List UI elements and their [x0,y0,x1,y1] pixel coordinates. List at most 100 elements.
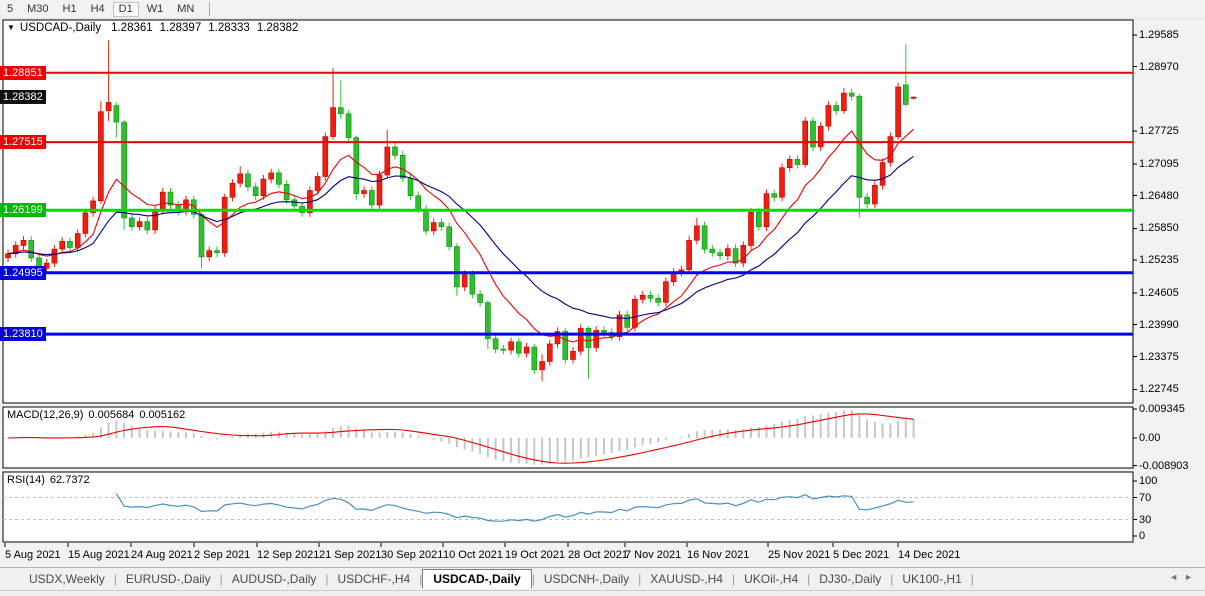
candle-body [825,105,832,127]
candle-body [113,105,120,123]
timeframe-button-m30[interactable]: M30 [27,2,49,15]
tab-usdchf-h4[interactable]: USDCHF-,H4 [337,572,411,586]
candle-body [353,137,360,194]
tab-scroll-right-icon[interactable]: ► [1184,572,1199,582]
rsi-indicator-label: RSI(14) 62.7372 [7,474,95,486]
tab-separator: | [419,572,423,586]
candle-body [198,214,205,258]
chart-collapse-icon[interactable]: ▼ [7,23,15,32]
candle-body [191,199,197,215]
candle-body [74,233,81,248]
tab-usdcad-daily[interactable]: USDCAD-,Daily [422,569,532,589]
tab-ukoil-h4[interactable]: UKOil-,H4 [744,572,799,586]
tab-eurusd-daily[interactable]: EURUSD-,Daily [125,572,211,586]
candle-body [902,84,909,105]
timeframe-button-w1[interactable]: W1 [146,2,164,15]
candle-body [260,178,267,197]
tab-separator: | [970,572,974,586]
line-drag-handle[interactable] [4,330,12,338]
candle-body [291,199,298,207]
candle-body [817,125,824,148]
tab-separator: | [890,572,894,586]
moving-average-10 [7,128,914,343]
candle-body [337,107,344,115]
candle-body [709,248,716,254]
candle-body [36,257,42,269]
tab-audusd-daily[interactable]: AUDUSD-,Daily [231,572,317,586]
candle-body [454,246,460,288]
chart-title: ▼ USDCAD-,Daily 1.28361 1.28397 1.28333 1.283… [7,22,305,34]
ohlc-high: 1.28397 [159,22,202,34]
candle-body [748,212,754,246]
candle-body [771,193,778,198]
candle-body [686,240,692,271]
timeframe-button-h4[interactable]: H4 [90,2,105,15]
candle-body [639,294,646,300]
line-drag-handle[interactable] [4,69,12,77]
tab-separator: | [731,572,736,586]
candle-body [461,274,468,288]
candle-body [531,346,538,371]
timeframe-button-mn[interactable]: MN [177,2,195,15]
tab-xauusd-h4[interactable]: XAUUSD-,H4 [650,572,723,586]
candle-body [601,330,607,333]
candle-body [779,167,785,198]
macd-main-value: 0.005684 [88,409,135,421]
candle-body [245,173,251,188]
candle-body [585,328,592,348]
candle-body [663,281,669,303]
line-drag-handle[interactable] [4,138,12,146]
candle-body [624,314,631,328]
tab-scroll-arrows: ◄► [1169,572,1199,582]
candle-body [28,240,35,259]
candle-body [732,248,739,264]
status-strip [0,590,1205,596]
candle-body [616,314,623,337]
candle-body [694,225,700,241]
tab-dj30-daily[interactable]: DJ30-,Daily [819,572,882,586]
candle-body [856,95,863,198]
timeframe-button-d1[interactable]: D1 [112,1,139,17]
candle-body [415,195,422,210]
candle-body [399,155,406,179]
candle-body [268,172,275,180]
candle-body [252,186,259,196]
line-drag-handle[interactable] [4,206,12,214]
tab-usdx-weekly[interactable]: USDX,Weekly [29,572,105,586]
candle-body [98,111,104,202]
candle-body [407,177,414,197]
rsi-line [115,493,914,522]
candle-body [841,92,847,111]
candle-body [105,102,112,112]
candle-body [446,226,453,247]
pane-frames [2,19,1134,543]
ohlc-close: 1.28382 [256,22,299,34]
line-drag-handle[interactable] [4,269,12,277]
candle-body [206,250,212,258]
chart-tab-bar: USDX,Weekly | EURUSD-,Daily | AUDUSD-,Daily |… [0,567,1205,590]
price-axis-ticks [1133,34,1137,390]
timeframe-button-h1[interactable]: H1 [62,2,77,15]
candle-body [508,341,514,351]
candle-body [833,105,840,111]
rsi-name: RSI(14) [7,473,45,486]
timeframe-button-5[interactable]: 5 [7,2,14,15]
candle-body [82,212,89,234]
candle-body [515,341,522,354]
candle-body [554,331,561,345]
candle-body [330,107,336,137]
candle-body [740,245,747,264]
tab-scroll-left-icon[interactable]: ◄ [1169,572,1185,582]
candle-body [214,250,220,254]
candle-body [492,338,499,350]
date-axis-ticks [4,543,899,547]
candle-body [136,221,143,228]
candle-body [848,92,855,97]
candle-body [229,183,236,198]
tab-usdcnh-daily[interactable]: USDCNH-,Daily [543,572,630,586]
tab-uk100-h1[interactable]: UK100-,H1 [902,572,962,586]
candle-body [283,184,290,201]
tab-separator: | [113,572,117,586]
candle-body [500,348,507,351]
